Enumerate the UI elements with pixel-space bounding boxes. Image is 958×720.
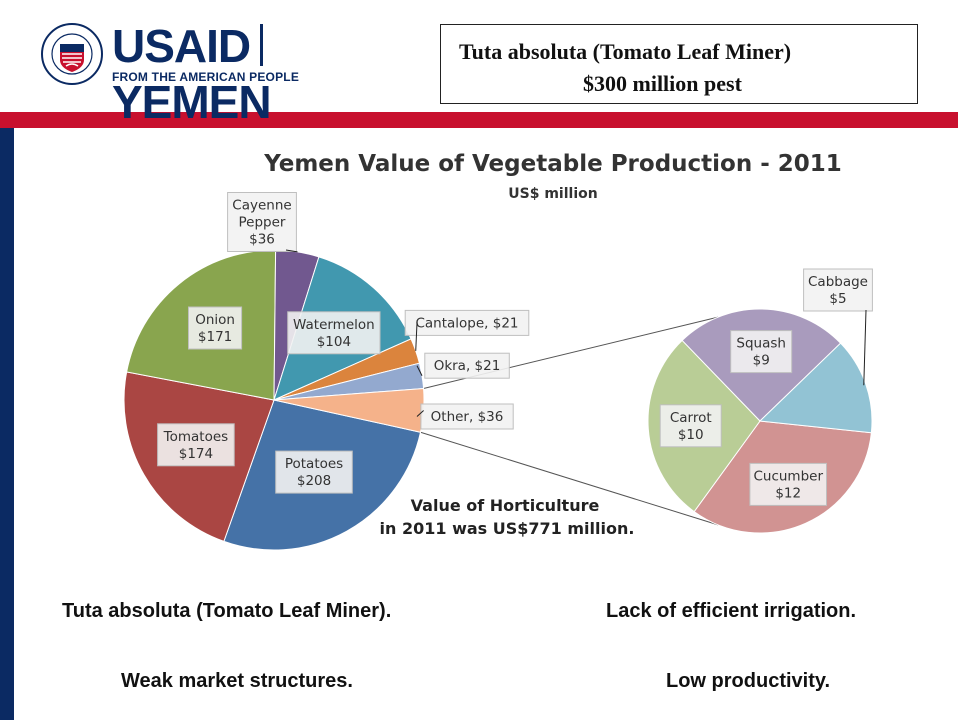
onion-label-line: Onion (195, 312, 235, 328)
cabbage-label-box (803, 268, 873, 312)
cayenne-pepper-label-line: Pepper (239, 215, 286, 231)
bullet-tuta-absoluta: Tuta absoluta (Tomato Leaf Miner). (62, 600, 392, 622)
usaid-seal-icon (41, 23, 103, 85)
onion-label-box (188, 306, 243, 350)
onion-label-line: $171 (198, 329, 232, 345)
other-label-line: Other, $36 (431, 409, 504, 425)
slide-title-box: Tuta absoluta (Tomato Leaf Miner) $300 m… (440, 24, 918, 104)
potatoes-label-line: Potatoes (285, 456, 343, 472)
okra-leader-line (416, 365, 423, 376)
watermelon-label-line: Watermelon (293, 317, 375, 333)
potatoes-label-line: $208 (297, 473, 331, 489)
carrot-label-line: $10 (678, 427, 704, 443)
okra-label-box (424, 352, 510, 379)
cantalope-label-line: Cantalope, $21 (415, 315, 518, 331)
cucumber-label-line: $12 (775, 485, 801, 501)
chart-title: Yemen Value of Vegetable Production - 20… (263, 151, 842, 177)
pie-slice-cabbage (758, 342, 873, 434)
tomatoes-label-box (157, 423, 235, 467)
usaid-yemen-logo: USAIDYEMEN FROM THE AMERICAN PEOPLE (40, 18, 430, 128)
cantalope-leader-line (415, 322, 418, 351)
usaid-wordmark: USAIDYEMEN (112, 18, 430, 130)
cucumber-label-line: Cucumber (753, 468, 823, 484)
left-navy-band (0, 128, 14, 720)
logo-tagline: FROM THE AMERICAN PEOPLE (112, 70, 300, 84)
squash-label-box (730, 330, 793, 374)
cayenne-pepper-label-line: Cayenne (232, 198, 291, 214)
annotation-line1: Value of Horticulture (411, 496, 600, 515)
wordmark-divider (260, 24, 264, 66)
tomatoes-label-line: Tomatoes (163, 429, 229, 445)
chart-subtitle: US$ million (508, 186, 597, 202)
bullet-market-structures: Weak market structures. (121, 670, 353, 692)
other-leader-line (416, 410, 424, 417)
tomatoes-label-line: $174 (179, 446, 213, 462)
vegetable-production-chart: Yemen Value of Vegetable Production - 20… (123, 151, 873, 551)
cucumber-label-box (749, 462, 828, 506)
potatoes-label-box (275, 450, 353, 494)
watermelon-label-line: $104 (317, 334, 351, 350)
cabbage-label-line: Cabbage (808, 274, 868, 290)
slide-title-line1: Tuta absoluta (Tomato Leaf Miner) (459, 39, 792, 64)
header-red-rule (0, 112, 958, 128)
cabbage-leader-line (863, 309, 867, 386)
cayenne-pepper-label-line: $36 (249, 232, 275, 248)
slide-title-line2: $300 million pest (583, 71, 742, 96)
bullet-productivity: Low productivity. (666, 670, 831, 692)
watermelon-label-box (287, 311, 381, 355)
bullet-irrigation: Lack of efficient irrigation. (606, 600, 857, 622)
annotation-line2: in 2011 was US$771 million. (380, 519, 635, 538)
okra-label-line: Okra, $21 (434, 358, 501, 374)
carrot-label-box (659, 404, 722, 448)
cayenne-pepper-label-box (227, 192, 297, 252)
squash-label-line: Squash (736, 336, 786, 352)
connector-line-bottom (420, 431, 719, 526)
cabbage-label-line: $5 (829, 291, 846, 307)
wordmark-usaid: USAID (112, 20, 251, 72)
cayenne-pepper-leader-line (285, 249, 298, 253)
carrot-label-line: Carrot (670, 410, 712, 426)
wordmark-country: YEMEN (112, 76, 272, 128)
other-label-box (420, 403, 514, 430)
cantalope-label-box (404, 309, 530, 336)
squash-label-line: $9 (753, 353, 770, 369)
